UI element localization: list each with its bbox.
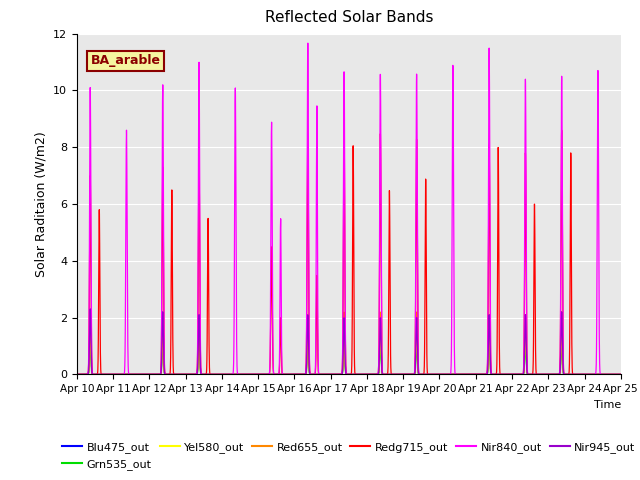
- Nir840_out: [304, 40, 312, 46]
- Red655_out: [138, 372, 146, 377]
- Line: Red655_out: Red655_out: [77, 312, 621, 374]
- Red655_out: [413, 335, 421, 341]
- Line: Grn535_out: Grn535_out: [77, 346, 621, 374]
- Nir840_out: [73, 372, 81, 377]
- Grn535_out: [73, 372, 81, 377]
- Yel580_out: [564, 372, 572, 377]
- Grn535_out: [617, 372, 625, 377]
- Yel580_out: [282, 372, 289, 377]
- Nir945_out: [564, 372, 572, 377]
- Blu475_out: [73, 372, 81, 377]
- Redg715_out: [617, 372, 625, 377]
- Grn535_out: [413, 358, 421, 364]
- Redg715_out: [282, 372, 289, 377]
- Blu475_out: [413, 345, 421, 350]
- X-axis label: Time: Time: [593, 400, 621, 409]
- Redg715_out: [588, 372, 596, 377]
- Redg715_out: [567, 150, 575, 156]
- Blu475_out: [138, 372, 146, 377]
- Grn535_out: [588, 372, 596, 377]
- Redg715_out: [558, 127, 566, 133]
- Yel580_out: [617, 372, 625, 377]
- Nir945_out: [413, 345, 421, 350]
- Nir945_out: [588, 372, 596, 377]
- Red655_out: [588, 372, 596, 377]
- Nir945_out: [73, 372, 81, 377]
- Blu475_out: [564, 372, 572, 377]
- Yel580_out: [111, 372, 119, 377]
- Redg715_out: [116, 372, 124, 377]
- Nir840_out: [413, 197, 421, 203]
- Grn535_out: [567, 372, 575, 377]
- Red655_out: [558, 309, 566, 315]
- Line: Yel580_out: Yel580_out: [77, 332, 621, 374]
- Nir840_out: [138, 372, 146, 377]
- Red655_out: [282, 372, 289, 377]
- Blu475_out: [111, 372, 119, 377]
- Text: BA_arable: BA_arable: [90, 54, 161, 67]
- Nir840_out: [282, 372, 289, 377]
- Grn535_out: [564, 372, 572, 377]
- Nir840_out: [567, 372, 575, 377]
- Yel580_out: [588, 372, 596, 377]
- Redg715_out: [413, 235, 421, 240]
- Grn535_out: [138, 372, 146, 377]
- Yel580_out: [138, 372, 146, 377]
- Nir945_out: [282, 372, 289, 377]
- Redg715_out: [564, 372, 572, 377]
- Red655_out: [73, 372, 81, 377]
- Grn535_out: [86, 343, 94, 349]
- Line: Nir840_out: Nir840_out: [77, 43, 621, 374]
- Blu475_out: [588, 372, 596, 377]
- Red655_out: [564, 372, 572, 377]
- Nir840_out: [617, 372, 625, 377]
- Y-axis label: Solar Raditaion (W/m2): Solar Raditaion (W/m2): [35, 131, 47, 277]
- Line: Blu475_out: Blu475_out: [77, 309, 621, 374]
- Yel580_out: [413, 351, 421, 357]
- Title: Reflected Solar Bands: Reflected Solar Bands: [264, 11, 433, 25]
- Nir945_out: [138, 372, 146, 377]
- Redg715_out: [138, 372, 146, 377]
- Blu475_out: [617, 372, 625, 377]
- Line: Nir945_out: Nir945_out: [77, 309, 621, 374]
- Legend: Blu475_out, Grn535_out, Yel580_out, Red655_out, Redg715_out, Nir840_out, Nir945_: Blu475_out, Grn535_out, Yel580_out, Red6…: [58, 438, 639, 474]
- Nir840_out: [564, 372, 572, 377]
- Grn535_out: [111, 372, 119, 377]
- Nir945_out: [111, 372, 119, 377]
- Redg715_out: [73, 372, 81, 377]
- Nir840_out: [588, 372, 596, 377]
- Grn535_out: [282, 372, 289, 377]
- Red655_out: [111, 372, 119, 377]
- Blu475_out: [567, 372, 575, 377]
- Nir945_out: [86, 306, 94, 312]
- Yel580_out: [73, 372, 81, 377]
- Line: Redg715_out: Redg715_out: [77, 130, 621, 374]
- Blu475_out: [282, 372, 289, 377]
- Yel580_out: [567, 372, 575, 377]
- Blu475_out: [86, 306, 94, 312]
- Nir945_out: [617, 372, 625, 377]
- Yel580_out: [86, 329, 94, 335]
- Red655_out: [567, 372, 575, 377]
- Red655_out: [617, 372, 625, 377]
- Nir945_out: [567, 372, 575, 377]
